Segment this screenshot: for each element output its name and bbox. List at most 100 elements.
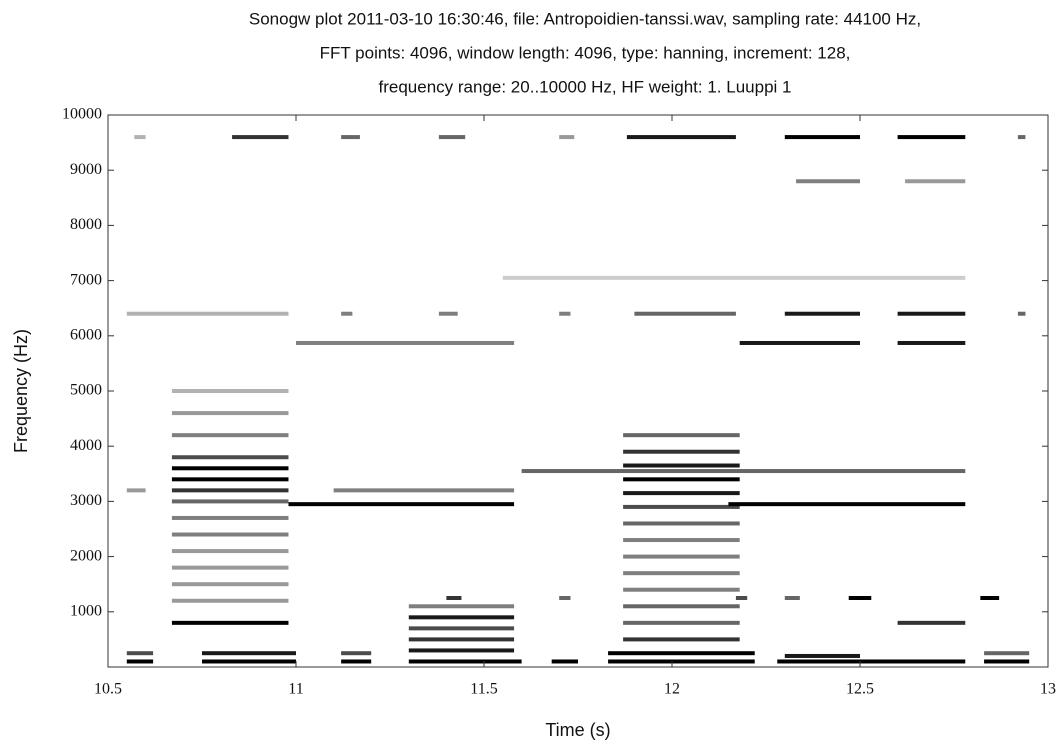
y-tick-label: 8000 [70,216,102,233]
spectral-band [980,596,1000,600]
spectral-band [623,463,740,468]
spectral-band [171,598,289,603]
y-tick-label: 6000 [70,326,102,343]
y-tick-label: 4000 [70,437,102,454]
spectral-band [171,477,289,482]
spectral-band [784,311,860,316]
spectral-band [623,477,740,482]
y-tick-label: 2000 [70,547,102,564]
spectral-band [905,179,966,184]
spectral-band [623,587,740,592]
spectral-band [171,582,289,587]
spectral-band [438,311,458,316]
spectral-band [739,340,860,345]
spectral-band [171,389,289,393]
spectral-band [897,340,966,345]
spectral-band [202,651,296,656]
spectral-band [559,311,571,316]
spectral-band [171,455,289,460]
spectral-band [134,135,146,140]
spectral-band [202,659,296,664]
x-axis-label: Time (s) [545,720,610,740]
spectral-band [446,596,462,600]
spectral-band [559,135,575,140]
spectral-band [408,648,515,653]
spectral-band [341,311,353,316]
y-tick-label: 7000 [70,271,102,288]
spectral-band [551,659,578,664]
spectral-band [623,538,740,543]
spectral-band [897,135,966,140]
spectral-band [341,659,372,664]
x-tick-label: 11 [288,681,303,698]
spectral-band [623,433,740,438]
spectral-band [784,596,800,600]
spectral-band [408,626,515,631]
spectral-band [623,521,740,526]
spectral-band [288,502,515,507]
y-tick-label: 10000 [62,106,102,123]
spectral-band [984,659,1030,664]
spectral-band [171,620,289,625]
spectral-band [608,651,755,656]
spectral-band [623,449,740,454]
spectral-band [171,499,289,504]
spectral-band [623,571,740,576]
spectral-band [984,651,1030,656]
spectral-band [171,466,289,471]
spectral-band [728,502,966,507]
spectral-band [897,311,966,316]
spectral-band [777,659,966,664]
spectral-band [171,565,289,570]
spectral-band [408,615,515,620]
spectral-band [341,135,360,140]
spectral-band [848,596,872,600]
spectral-band [333,488,515,493]
spectral-band [623,637,740,642]
spectral-band [171,433,289,438]
spectral-band [623,491,740,496]
spectral-band [623,504,740,509]
y-tick-label: 9000 [70,161,102,178]
spectral-band [341,651,372,656]
spectral-band [171,515,289,520]
spectral-band [408,604,515,609]
spectral-band [232,135,289,140]
spectral-band [408,659,522,664]
spectral-band [559,596,571,600]
x-tick-label: 11.5 [470,681,497,698]
chart-title: Sonogw plot 2011-03-10 16:30:46, file: A… [249,9,921,28]
spectral-band [521,469,966,474]
spectral-band [408,637,515,642]
spectral-band [623,620,740,625]
chart-title: FFT points: 4096, window length: 4096, t… [320,43,851,62]
spectral-band [171,488,289,493]
spectral-band [626,135,736,140]
spectral-band [623,604,740,609]
x-tick-label: 12.5 [846,681,874,698]
spectral-band [796,179,860,184]
y-tick-label: 1000 [70,602,102,619]
spectrogram [126,135,1030,664]
y-axis-label: Frequency (Hz) [11,329,31,453]
spectral-band [126,488,146,493]
spectral-band [171,549,289,554]
spectral-band [438,135,466,140]
x-tick-label: 12 [664,681,680,698]
spectral-band [784,135,860,140]
spectral-band [1017,311,1026,316]
x-tick-label: 13 [1040,681,1056,698]
spectral-band [634,311,736,316]
spectral-band [126,651,154,656]
spectral-band [735,596,748,600]
spectral-band [1017,135,1026,140]
spectral-band [608,659,755,664]
spectral-band [296,340,515,345]
spectral-band [126,311,289,316]
spectral-band [171,532,289,537]
y-tick-label: 5000 [70,382,102,399]
spectral-band [126,659,154,664]
spectral-band [502,275,966,280]
y-tick-label: 3000 [70,492,102,509]
